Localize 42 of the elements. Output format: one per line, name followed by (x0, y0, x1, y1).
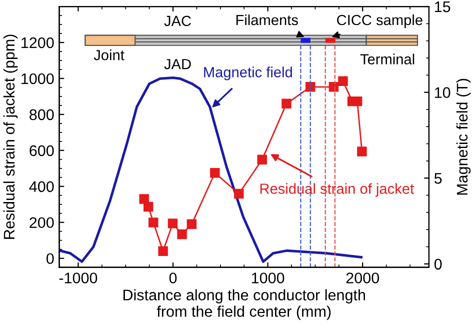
legend-label: Residual strain of jacket (260, 183, 414, 197)
y2-tick-label: 5 (434, 173, 442, 184)
annotation: JAD (164, 59, 191, 70)
point (234, 188, 244, 199)
point (186, 219, 197, 230)
point (139, 194, 149, 204)
annotation: Filaments (236, 14, 298, 26)
annotation: Terminal (360, 54, 414, 64)
point (306, 82, 316, 92)
annotation: CICC sample (337, 14, 422, 28)
y-tick-label: 1000 (22, 73, 54, 84)
point (282, 98, 292, 109)
point (210, 168, 220, 178)
series-label: Magnetic field (204, 66, 292, 80)
point (328, 82, 339, 92)
x-tick-label: 0 (169, 272, 177, 284)
y-tick-label: 600 (30, 145, 54, 156)
point (148, 218, 158, 228)
point (357, 146, 367, 156)
point (144, 202, 154, 212)
y2-tick-label: 10 (434, 87, 450, 98)
x-axis-title: Distance along the conductor length from the field center (mm) (123, 289, 366, 320)
annotation: JAC (164, 16, 191, 26)
y2-tick-label: 0 (434, 258, 442, 270)
x-tick-label: 2000 (346, 272, 380, 284)
y-tick-label: 0 (46, 253, 54, 264)
y-tick-label: 400 (29, 181, 54, 192)
y-axis-title: Residual strain of jacket (ppm) (3, 34, 18, 239)
y-tick-label: 200 (30, 217, 54, 228)
x-tick-label: 1000 (252, 272, 284, 284)
point (168, 218, 178, 228)
y2-tick-label: 15 (434, 2, 450, 12)
point (257, 154, 267, 164)
annotation: Joint (94, 50, 124, 60)
point (352, 96, 362, 106)
y-tick-label: 1200 (22, 37, 54, 48)
point (338, 76, 348, 86)
x-tick-label: -1000 (59, 272, 98, 284)
point (177, 229, 187, 240)
y-tick-label: 800 (30, 109, 54, 120)
point (158, 246, 168, 256)
y2-axis-title: Magnetic field (T) (456, 78, 471, 195)
